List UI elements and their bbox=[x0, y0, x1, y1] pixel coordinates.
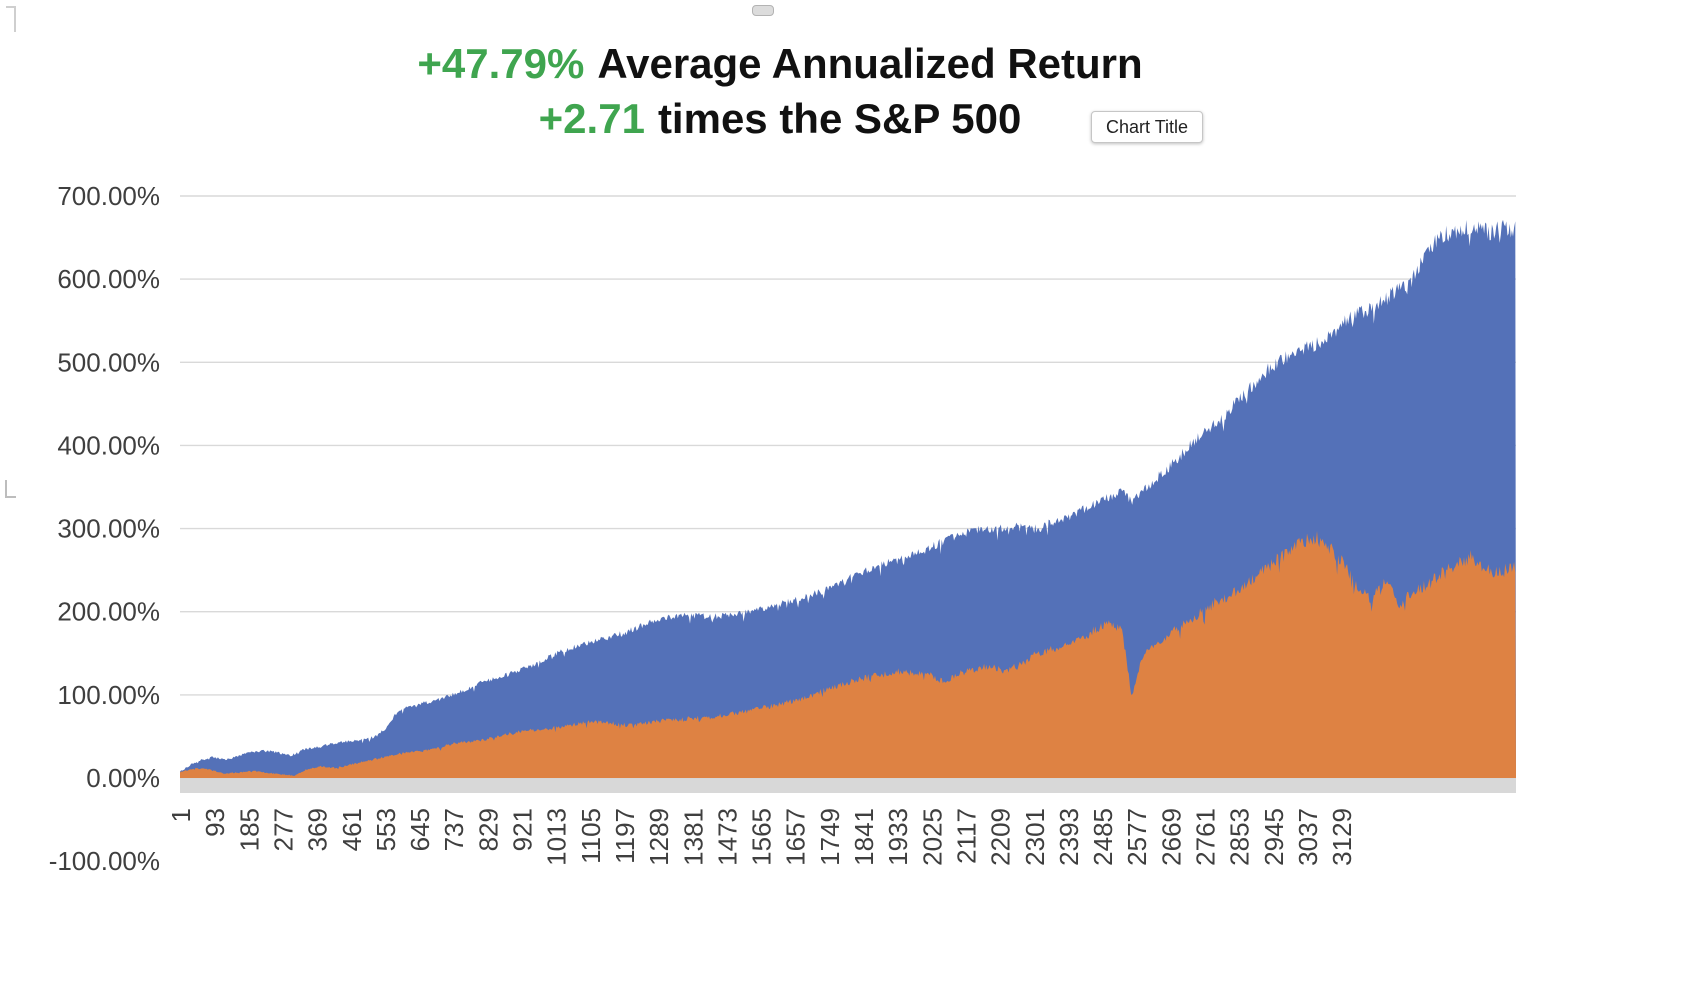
x-axis-label: 1933 bbox=[883, 808, 913, 866]
x-axis-label: 3037 bbox=[1293, 808, 1323, 866]
headline-line1-text: Average Annualized Return bbox=[597, 40, 1143, 87]
x-axis-label: 1749 bbox=[815, 808, 845, 866]
selection-handle-topleft-2 bbox=[6, 6, 16, 8]
x-axis-band bbox=[180, 779, 1516, 793]
x-axis-label: 1 bbox=[166, 808, 196, 822]
y-axis-label: 500.00% bbox=[57, 347, 160, 377]
x-axis-label: 2853 bbox=[1225, 808, 1255, 866]
headline-return-value: +47.79% bbox=[417, 40, 585, 87]
x-axis-label: 2761 bbox=[1191, 808, 1221, 866]
y-axis-label: 100.00% bbox=[57, 680, 160, 710]
x-axis-label: 1197 bbox=[610, 808, 640, 864]
x-axis-label: 645 bbox=[405, 808, 435, 851]
x-axis-label: 2485 bbox=[1088, 808, 1118, 866]
chart-title-tooltip-label: Chart Title bbox=[1106, 116, 1189, 137]
x-axis-label: 3129 bbox=[1327, 808, 1357, 866]
chart-headline: +47.79% Average Annualized Return +2.71 ti… bbox=[0, 36, 1560, 147]
x-axis-label: 553 bbox=[371, 808, 401, 851]
x-axis-label: 2209 bbox=[986, 808, 1016, 866]
x-axis-label: 2945 bbox=[1259, 808, 1289, 866]
x-axis-label: 1013 bbox=[542, 808, 572, 866]
x-axis-label: 1841 bbox=[849, 808, 879, 866]
x-axis-label: 277 bbox=[269, 808, 299, 851]
y-axis-label: 700.00% bbox=[57, 181, 160, 211]
y-axis-label: 300.00% bbox=[57, 514, 160, 544]
selection-handle-top bbox=[752, 5, 774, 16]
selection-handle-left bbox=[5, 480, 16, 498]
headline-line1: +47.79% Average Annualized Return bbox=[0, 36, 1560, 91]
headline-line2-text: times the S&P 500 bbox=[657, 95, 1022, 143]
x-axis-label: 829 bbox=[473, 808, 503, 851]
x-axis-label: 2301 bbox=[1020, 808, 1050, 866]
x-axis-label: 2025 bbox=[917, 808, 947, 866]
x-axis-label: 1565 bbox=[747, 808, 777, 866]
x-axis-label: 1381 bbox=[678, 808, 708, 866]
x-axis-label: 2577 bbox=[1122, 808, 1152, 866]
series-area-orange[interactable] bbox=[180, 531, 1516, 778]
x-axis-label: 369 bbox=[303, 808, 333, 851]
x-axis-label: 185 bbox=[234, 808, 264, 851]
x-axis-label: 2117 bbox=[952, 808, 982, 864]
y-axis-label: 200.00% bbox=[57, 597, 160, 627]
y-axis-label: 400.00% bbox=[57, 430, 160, 460]
x-axis-label: 921 bbox=[508, 808, 538, 851]
chart-title-tooltip: Chart Title bbox=[1091, 111, 1204, 143]
x-axis-label: 2393 bbox=[1054, 808, 1084, 866]
headline-line2: +2.71 times the S&P 500 bbox=[0, 91, 1560, 146]
headline-multiple-value: +2.71 bbox=[538, 95, 645, 143]
x-axis-label: 1289 bbox=[644, 808, 674, 866]
x-axis-label: 93 bbox=[200, 808, 230, 837]
x-axis-label: 461 bbox=[337, 808, 367, 851]
y-axis-label: 0.00% bbox=[86, 763, 160, 793]
x-axis-label: 1105 bbox=[576, 808, 606, 864]
y-axis-label: -100.00% bbox=[49, 846, 160, 876]
x-axis-label: 1657 bbox=[781, 808, 811, 866]
x-axis-label: 2669 bbox=[1156, 808, 1186, 866]
y-axis-label: 600.00% bbox=[57, 264, 160, 294]
selection-handle-topleft bbox=[14, 6, 16, 32]
x-axis-label: 1473 bbox=[712, 808, 742, 866]
x-axis-label: 737 bbox=[439, 808, 469, 851]
